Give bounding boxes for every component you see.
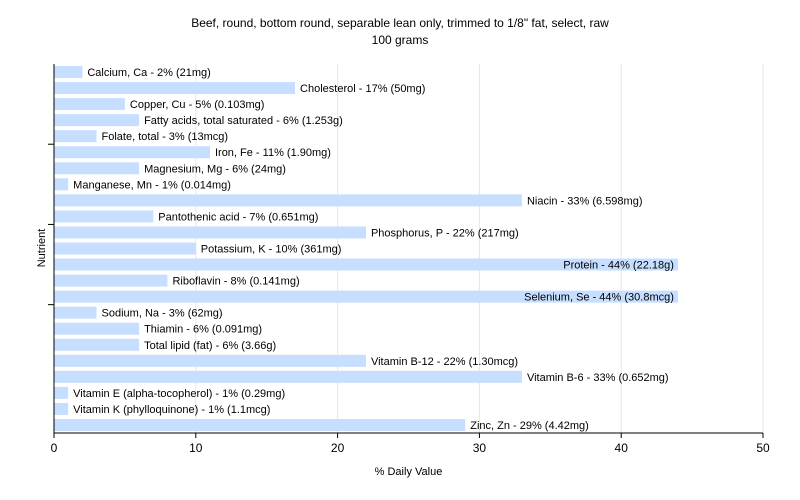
bar-label: Niacin - 33% (6.598mg) — [527, 195, 643, 207]
bar-label: Vitamin B-6 - 33% (0.652mg) — [527, 372, 669, 384]
bar — [54, 226, 366, 239]
bar — [54, 402, 69, 415]
bar — [54, 258, 678, 271]
bar — [54, 322, 140, 335]
bar-label: Sodium, Na - 3% (62mg) — [102, 308, 223, 320]
bar — [54, 274, 168, 287]
x-axis-label: % Daily Value — [374, 466, 443, 478]
bar-label: Selenium, Se - 44% (30.8mcg) — [524, 292, 674, 304]
bar-label: Calcium, Ca - 2% (21mg) — [87, 67, 210, 79]
bar-label: Phosphorus, P - 22% (217mg) — [371, 227, 519, 239]
bar — [54, 98, 125, 111]
bar — [54, 146, 210, 159]
bar-label: Iron, Fe - 11% (1.90mg) — [215, 147, 331, 159]
bar — [54, 194, 522, 207]
bar-label: Zinc, Zn - 29% (4.42mg) — [470, 420, 589, 432]
bar — [54, 354, 366, 367]
bar — [54, 242, 196, 255]
bar-label: Folate, total - 3% (13mcg) — [102, 131, 229, 143]
bar-label: Vitamin B-12 - 22% (1.30mcg) — [371, 356, 518, 368]
chart-subtitle: 100 grams — [371, 33, 429, 47]
bar-label: Thiamin - 6% (0.091mg) — [144, 324, 262, 336]
x-tick-label: 0 — [51, 441, 58, 455]
bar — [54, 178, 69, 191]
bar-label: Protein - 44% (22.18g) — [563, 260, 674, 272]
bar-label: Vitamin K (phylloquinone) - 1% (1.1mcg) — [73, 404, 270, 416]
y-axis-label: Nutrient — [36, 228, 48, 268]
bar-label: Pantothenic acid - 7% (0.651mg) — [158, 211, 318, 223]
bar — [54, 306, 97, 319]
bar-label: Fatty acids, total saturated - 6% (1.253… — [144, 115, 343, 127]
bar — [54, 386, 69, 399]
bar — [54, 290, 678, 303]
bar — [54, 370, 522, 383]
bar — [54, 338, 140, 351]
bar-label: Cholesterol - 17% (50mg) — [300, 83, 425, 95]
x-tick-label: 30 — [473, 441, 487, 455]
x-tick-label: 50 — [756, 441, 770, 455]
x-tick-label: 10 — [189, 441, 203, 455]
bar — [54, 210, 154, 223]
bar — [54, 130, 97, 143]
chart-title: Beef, round, bottom round, separable lea… — [191, 16, 609, 30]
bar-label: Vitamin E (alpha-tocopherol) - 1% (0.29m… — [73, 388, 285, 400]
bar — [54, 418, 466, 431]
bar-label: Potassium, K - 10% (361mg) — [201, 244, 342, 256]
bar — [54, 66, 83, 79]
x-tick-label: 20 — [331, 441, 345, 455]
bar — [54, 114, 140, 127]
x-tick-label: 40 — [615, 441, 629, 455]
bar-label: Magnesium, Mg - 6% (24mg) — [144, 163, 286, 175]
bar-label: Manganese, Mn - 1% (0.014mg) — [73, 179, 231, 191]
bar-label: Total lipid (fat) - 6% (3.66g) — [144, 340, 276, 352]
bar — [54, 82, 296, 95]
bar-label: Riboflavin - 8% (0.141mg) — [172, 276, 299, 288]
bar — [54, 162, 140, 175]
bar-label: Copper, Cu - 5% (0.103mg) — [130, 99, 265, 111]
